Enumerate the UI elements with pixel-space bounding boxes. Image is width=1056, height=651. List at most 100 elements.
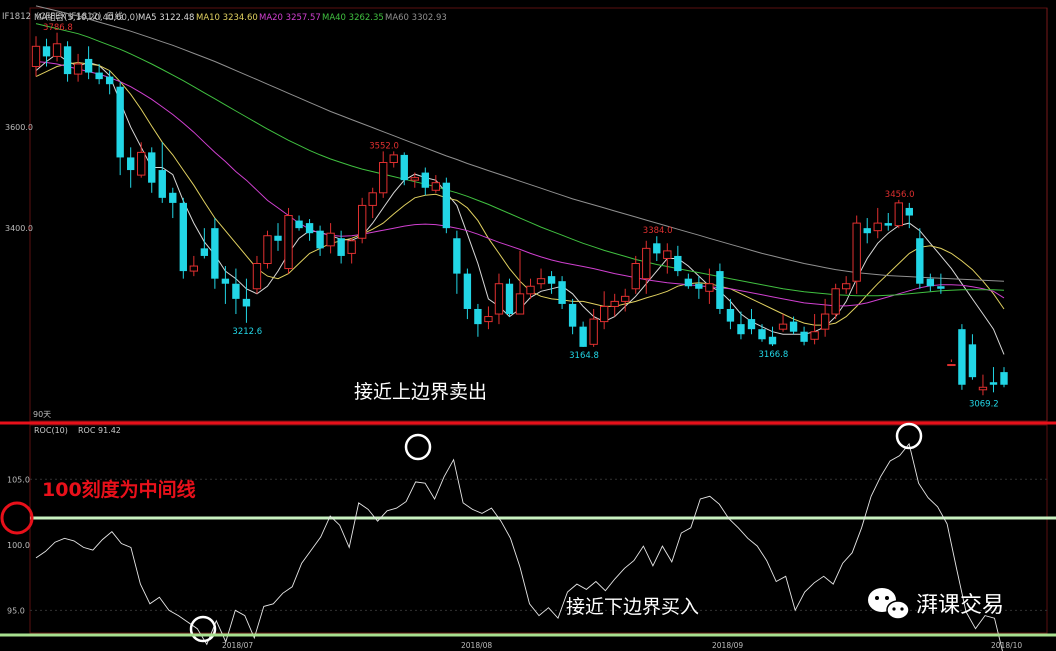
candle — [841, 276, 851, 294]
candle — [421, 167, 429, 196]
candle — [894, 199, 903, 229]
price-label: 3384.0 — [643, 226, 673, 236]
peak-marker-1 — [404, 433, 432, 461]
candle — [599, 291, 609, 330]
candle — [116, 81, 124, 176]
candle — [778, 314, 788, 332]
candle — [937, 273, 945, 294]
roc-line — [35, 442, 1003, 651]
candle — [316, 225, 324, 256]
candle — [610, 293, 619, 317]
watermark-text: 湃课交易 — [916, 593, 1004, 618]
candle — [410, 172, 419, 188]
wechat-icon — [868, 588, 910, 620]
candle — [242, 278, 251, 323]
ma5-legend: MA5 3122.48 — [138, 13, 194, 23]
candle — [305, 219, 314, 241]
candle — [705, 268, 714, 304]
candle — [674, 245, 682, 277]
candlesticks — [31, 32, 1008, 396]
candle — [558, 276, 566, 309]
candle — [274, 223, 282, 251]
candle — [474, 303, 482, 337]
candle — [494, 273, 504, 325]
candle — [747, 308, 756, 335]
candle — [968, 334, 977, 380]
candle — [726, 298, 735, 330]
x-tick-label: 2018/10 — [991, 641, 1022, 650]
candle — [337, 230, 345, 264]
candle — [642, 240, 651, 294]
ma40-legend: MA40 3262.35 — [322, 13, 384, 23]
ma40-line — [35, 23, 1005, 297]
ma60-line — [35, 5, 1005, 282]
candle — [357, 197, 367, 244]
candle — [831, 283, 840, 320]
candle — [810, 314, 819, 345]
candle — [526, 278, 535, 299]
candle — [158, 142, 166, 203]
candle — [989, 367, 998, 393]
candle — [105, 70, 114, 95]
candle — [916, 228, 924, 289]
candle — [347, 238, 356, 264]
chart-header: IF1812 (CFFEX IF1812) 日线 MA組合(5,10,20,40… — [2, 11, 124, 22]
candle — [695, 276, 703, 299]
candle — [389, 151, 398, 168]
candle — [547, 271, 556, 294]
watermark: 湃课交易 — [868, 588, 1004, 620]
candle — [621, 288, 630, 312]
candle — [653, 236, 661, 261]
candle — [484, 306, 493, 330]
price-label: 3786.8 — [43, 23, 73, 33]
candle — [884, 213, 892, 231]
roc-value: ROC 91.42 — [78, 426, 121, 435]
candle — [589, 308, 598, 347]
candle — [737, 311, 745, 340]
candle — [958, 324, 966, 390]
candle — [95, 63, 103, 85]
candle — [211, 218, 219, 289]
roc-y-axis: 95.0 100.0 105.0 — [7, 475, 1047, 615]
candle — [232, 268, 240, 315]
trough-marker — [189, 615, 217, 643]
candle — [326, 223, 335, 254]
period-label: 日线 — [106, 11, 124, 22]
price-labels: 3786.8 3552.0 3384.0 3456.0 3212.6 3164.8 3166… — [43, 23, 999, 409]
roc-y-tick-label: 100.0 — [7, 541, 30, 550]
midline-marker-circle — [0, 501, 34, 535]
candle — [252, 255, 262, 294]
ma60-legend: MA60 3302.93 — [385, 13, 447, 23]
candle — [431, 175, 441, 193]
roc-y-tick-label: 95.0 — [7, 606, 25, 615]
candle — [221, 266, 230, 304]
price-label: 3164.8 — [569, 351, 599, 361]
candle — [536, 268, 546, 289]
candle — [863, 218, 871, 244]
candle — [905, 202, 913, 229]
candle — [852, 215, 861, 294]
symbol-label: IF1812 — [2, 12, 31, 22]
candle — [379, 151, 388, 198]
x-axis: 2018/07 2018/08 2018/09 2018/10 — [222, 641, 1022, 650]
x-tick-label: 2018/09 — [712, 641, 743, 650]
ma-combo-label-visible: MA組合(5,10,20,40,60,0) — [34, 12, 138, 23]
candle — [263, 230, 272, 269]
price-label: 3069.2 — [969, 399, 999, 409]
candle — [768, 326, 777, 346]
candle — [284, 207, 293, 274]
ma-legend: MA組合(5,10,20,40,60,0) MA5 3122.48 MA10 3… — [34, 12, 447, 23]
main-y-axis: 3400.0 3600.0 — [5, 123, 33, 233]
x-tick-label: 2018/07 — [222, 641, 253, 650]
candle — [169, 187, 177, 219]
candle — [631, 255, 640, 294]
peak-marker-2 — [895, 422, 923, 450]
candle — [442, 177, 451, 234]
price-label: 3212.6 — [232, 327, 262, 337]
candle — [42, 38, 51, 67]
candle — [148, 147, 156, 193]
roc-y-tick-label: 105.0 — [7, 475, 30, 484]
candle — [789, 316, 798, 335]
roc-title: ROC(10) — [34, 426, 68, 435]
